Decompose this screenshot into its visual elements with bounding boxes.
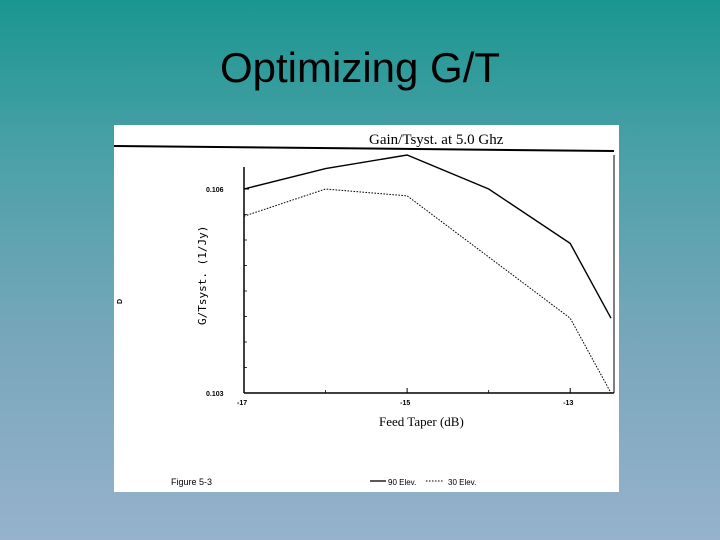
chart-svg: Gain/Tsyst. at 5.0 Ghz 0.106 0.103 -17 -15… xyxy=(114,132,615,487)
x-axis-label: Feed Taper (dB) xyxy=(379,414,464,429)
y-tick-label: 0.103 xyxy=(206,391,224,398)
figure-caption: Figure 5-3 xyxy=(171,477,212,487)
y-minor-ticks: 0.106 0.103 xyxy=(206,187,249,398)
x-tick-label: -13 xyxy=(563,400,573,407)
series-line-90-elev xyxy=(243,154,612,319)
slide-title: Optimizing G/T xyxy=(219,44,501,91)
legend: 90 Elev. 30 Elev. xyxy=(370,478,476,487)
x-tick-label: -17 xyxy=(237,400,247,407)
chart-title: Gain/Tsyst. at 5.0 Ghz xyxy=(369,132,504,148)
series-line-30-elev xyxy=(243,188,612,394)
x-ticks: -17 -15 -13 xyxy=(237,388,573,407)
series-group xyxy=(243,154,612,394)
y-tick-label: 0.106 xyxy=(206,187,224,194)
title-rule xyxy=(114,145,615,152)
margin-mark: D xyxy=(117,299,124,304)
chart-figure: Gain/Tsyst. at 5.0 Ghz 0.106 0.103 -17 -15… xyxy=(114,125,619,492)
x-tick-label: -15 xyxy=(400,400,410,407)
legend-label-90: 90 Elev. xyxy=(388,478,416,487)
y-axis-label: G/Tsyst. (1/Jy) xyxy=(196,226,209,325)
legend-label-30: 30 Elev. xyxy=(448,478,476,487)
